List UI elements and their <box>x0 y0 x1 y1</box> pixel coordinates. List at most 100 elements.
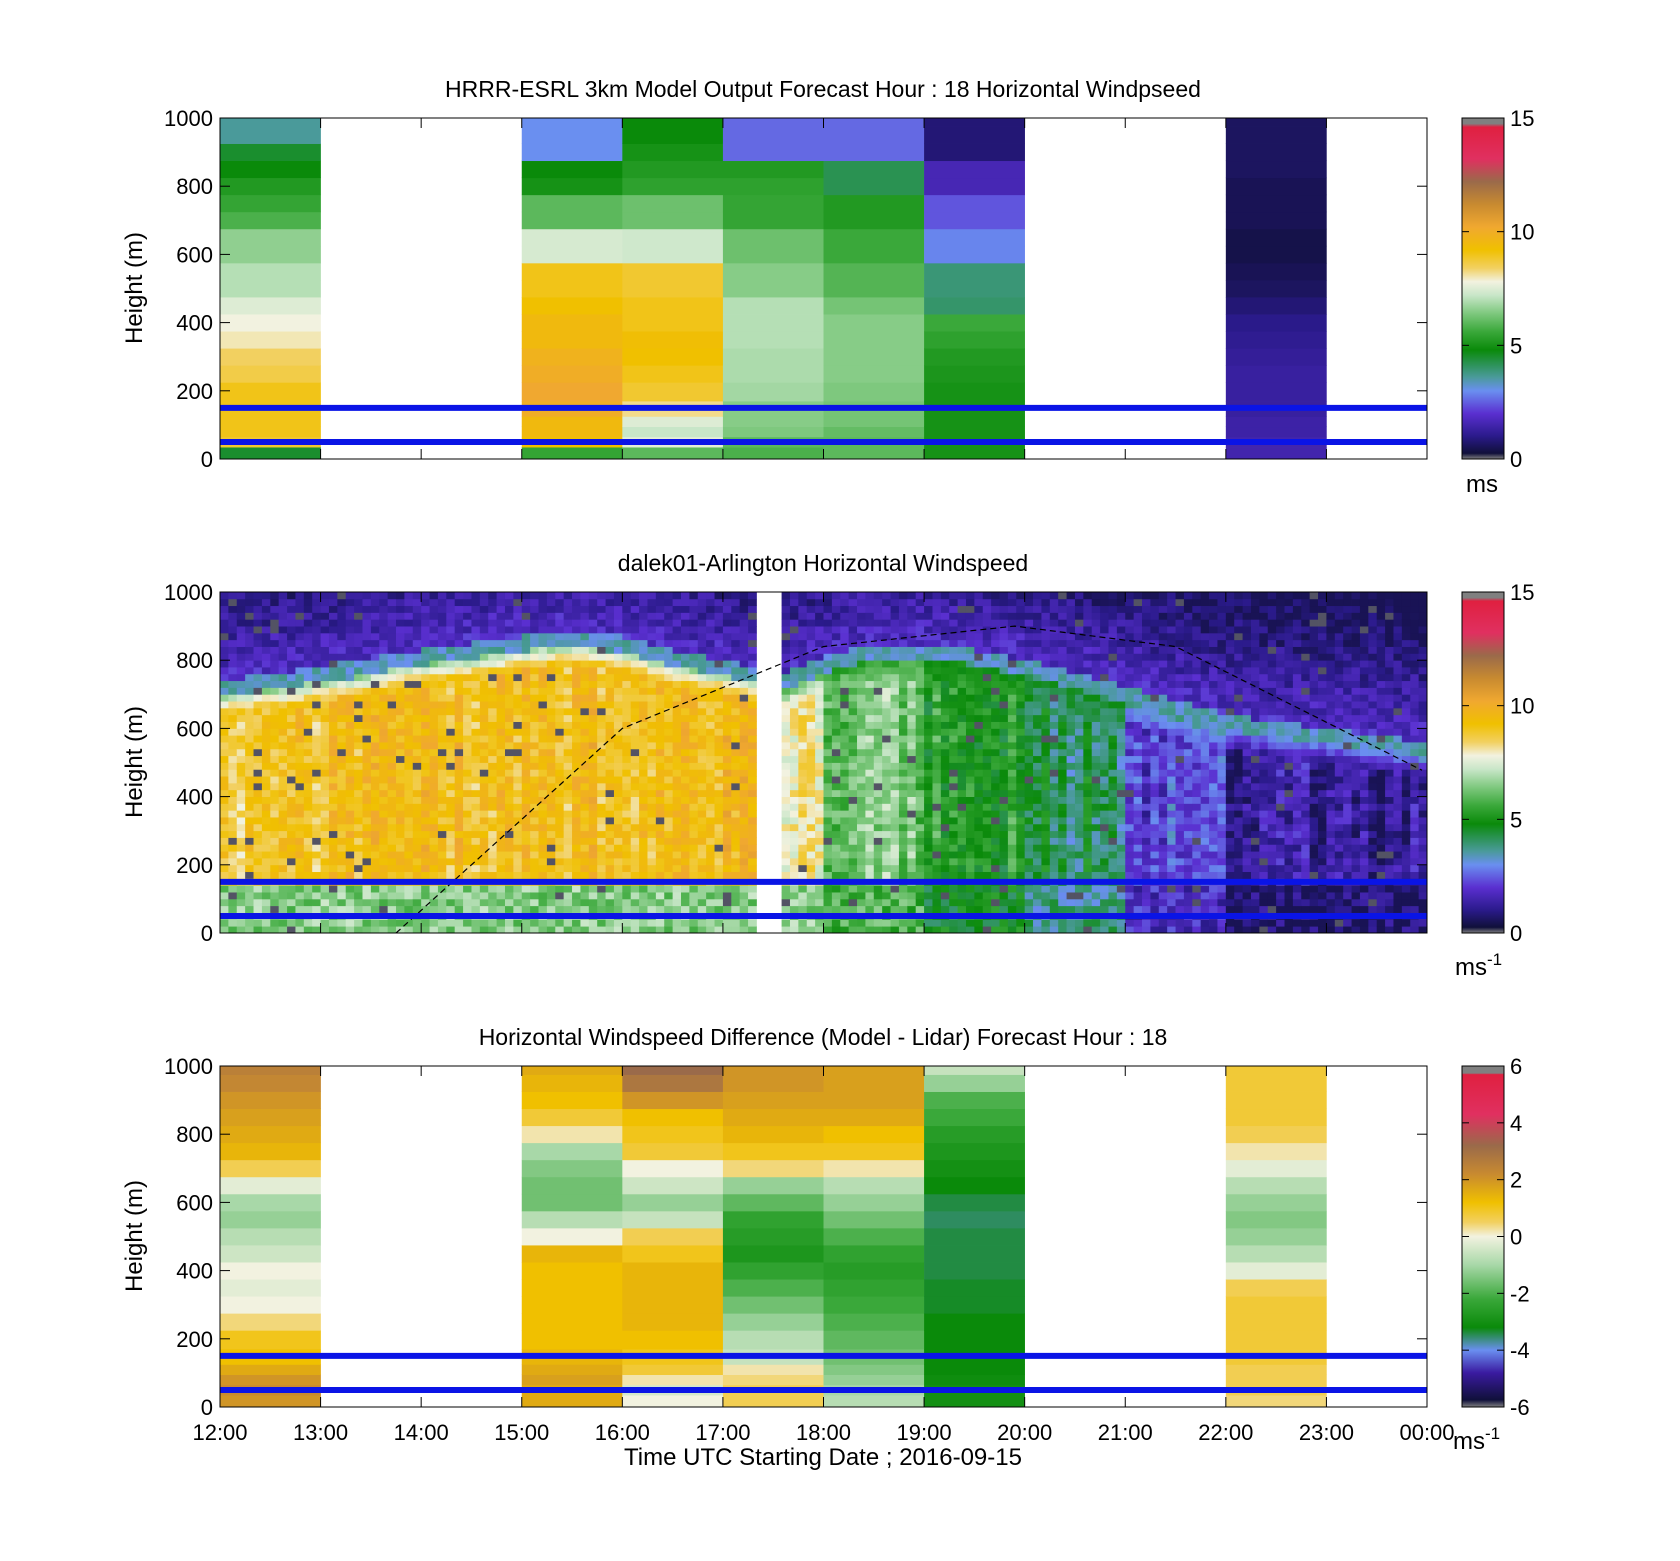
heatmap-cell <box>270 926 280 933</box>
heatmap-cell <box>957 748 967 757</box>
heatmap-cell <box>1041 823 1051 832</box>
heatmap-cell <box>253 632 263 641</box>
heatmap-cell <box>488 714 497 722</box>
heatmap-cell <box>446 646 456 654</box>
heatmap-cell <box>1007 598 1017 607</box>
heatmap-cell <box>831 857 841 866</box>
heatmap-cell <box>404 605 414 613</box>
heatmap-cell <box>924 762 933 770</box>
heatmap-cell <box>504 905 514 913</box>
heatmap-cell <box>354 782 363 791</box>
heatmap-cell <box>488 905 497 913</box>
heatmap-cell <box>982 898 992 907</box>
heatmap-cell <box>261 646 271 654</box>
heatmap-cell <box>974 905 984 913</box>
heatmap-cell <box>722 782 732 791</box>
heatmap-cell <box>714 598 724 607</box>
heatmap-cell <box>789 769 799 777</box>
heatmap-cell <box>1007 871 1017 879</box>
heatmap-cell <box>236 707 246 716</box>
heatmap-cell <box>496 810 506 818</box>
heatmap-cell <box>831 612 841 620</box>
heatmap-cell <box>781 857 791 866</box>
heatmap-cell <box>781 864 791 873</box>
heatmap-cell <box>991 735 1000 743</box>
heatmap-cell <box>781 694 791 702</box>
heatmap-cell <box>748 646 757 654</box>
heatmap-cell <box>924 653 933 661</box>
heatmap-cell <box>739 857 749 866</box>
heatmap-cell <box>890 598 900 607</box>
heatmap-cell <box>882 626 891 634</box>
heatmap-cell <box>748 823 757 832</box>
heatmap-cell <box>454 857 464 866</box>
heatmap-cell <box>572 673 581 682</box>
heatmap-cell <box>1041 871 1051 879</box>
heatmap-cell <box>706 612 715 620</box>
heatmap-cell <box>580 844 590 852</box>
heatmap-cell <box>840 667 850 675</box>
heatmap-cell <box>354 830 363 838</box>
heatmap-cell <box>488 817 497 825</box>
heatmap-cell <box>731 653 741 661</box>
heatmap-cell <box>806 632 816 641</box>
heatmap-cell <box>387 803 397 811</box>
heatmap-cell <box>932 892 942 900</box>
heatmap-cell <box>345 680 355 688</box>
heatmap-cell <box>731 755 741 763</box>
heatmap-cell <box>1007 592 1017 600</box>
heatmap-cell <box>446 680 456 688</box>
heatmap-cell <box>672 782 682 791</box>
heatmap-cell <box>831 646 841 654</box>
heatmap-cell <box>974 769 984 777</box>
heatmap-cell <box>270 592 280 600</box>
heatmap-cell <box>1007 694 1017 702</box>
heatmap-cell <box>337 803 347 811</box>
heatmap-cell <box>588 646 598 654</box>
heatmap-cell <box>437 612 447 620</box>
heatmap-cell <box>513 803 523 811</box>
heatmap-cell <box>965 885 975 893</box>
heatmap-cell <box>789 776 799 784</box>
heatmap-cell <box>404 762 414 770</box>
heatmap-cell <box>261 857 271 866</box>
heatmap-cell <box>806 707 816 716</box>
heatmap-cell <box>270 721 280 729</box>
heatmap-cell <box>588 612 598 620</box>
heatmap-cell <box>538 776 548 784</box>
heatmap-cell <box>278 721 288 729</box>
heatmap-cell <box>546 680 556 688</box>
heatmap-cell <box>504 626 514 634</box>
heatmap-cell <box>974 844 984 852</box>
heatmap-cell <box>898 817 908 825</box>
heatmap-cell <box>781 748 791 757</box>
heatmap-cell <box>295 823 305 832</box>
heatmap-cell <box>295 844 305 852</box>
heatmap-cell <box>312 871 321 879</box>
heatmap-cell <box>295 803 305 811</box>
heatmap-cell <box>345 803 355 811</box>
heatmap-cell <box>932 871 942 879</box>
heatmap-cell <box>949 830 959 838</box>
heatmap-cell <box>362 776 372 784</box>
heatmap-cell <box>220 728 229 736</box>
heatmap-cell <box>396 892 405 900</box>
heatmap-cell <box>504 898 514 907</box>
heatmap-cell <box>722 160 824 179</box>
heatmap-cell <box>597 776 606 784</box>
heatmap-cell <box>253 748 263 757</box>
heatmap-cell <box>957 673 967 682</box>
heatmap-cell <box>236 776 246 784</box>
heatmap-cell <box>421 707 430 716</box>
heatmap-cell <box>907 789 917 797</box>
heatmap-cell <box>236 885 246 893</box>
heatmap-cell <box>295 810 305 818</box>
heatmap-cell <box>521 892 531 900</box>
heatmap-cell <box>463 673 472 682</box>
heatmap-cell <box>915 735 925 743</box>
heatmap-cell <box>521 143 623 162</box>
heatmap-cell <box>672 592 682 600</box>
heatmap-cell <box>504 673 514 682</box>
heatmap-cell <box>781 796 791 804</box>
heatmap-cell <box>370 714 380 722</box>
